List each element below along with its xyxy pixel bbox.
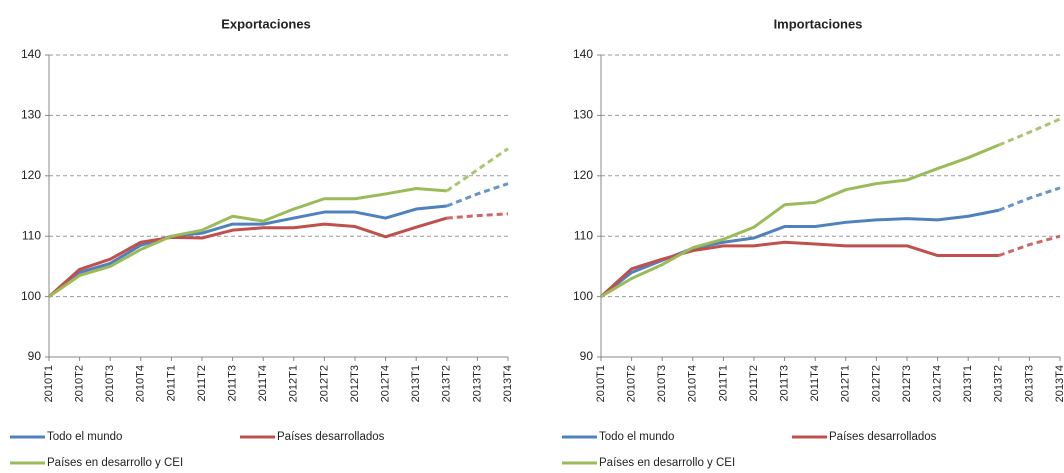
x-tick-label: 2011T2 (196, 365, 208, 402)
projection-line (998, 186, 1061, 212)
x-tick-label: 2013T1 (962, 365, 974, 402)
chart: Exportaciones 90 100 110 120 130 140 2010T1 2010… (10, 16, 514, 469)
legend-label: Todo el mundo (599, 431, 674, 443)
x-tick-label: 2011T1 (717, 365, 729, 402)
x-tick-label: 2013T2 (993, 365, 1005, 402)
y-tick-label: 120 (21, 168, 41, 182)
y-tick-label: 130 (21, 108, 41, 122)
y-tick-label: 140 (573, 47, 593, 61)
chart-title: Exportaciones (221, 16, 311, 31)
y-tick-label: 120 (573, 168, 593, 182)
series-line (48, 186, 447, 298)
x-tick-label: 2012T1 (288, 365, 300, 402)
series-line (48, 204, 447, 298)
y-tick-label: 90 (28, 349, 42, 363)
x-tick-label: 2012T3 (901, 365, 913, 402)
projection-line (998, 234, 1061, 257)
x-tick-label: 2010T1 (43, 365, 55, 402)
x-tick-label: 2013T3 (471, 365, 483, 402)
y-tick-label: 100 (21, 289, 41, 303)
x-tick-label: 2012T1 (840, 365, 852, 402)
series-line (599, 240, 999, 298)
y-tick-label: 100 (573, 289, 593, 303)
projection-line (446, 212, 509, 220)
projection-line (998, 117, 1061, 147)
x-tick-label: 2011T1 (165, 365, 177, 402)
legend-label: Países desarrollados (829, 431, 937, 443)
projection-line (445, 147, 509, 193)
y-tick-label: 140 (21, 47, 41, 61)
x-tick-label: 2012T2 (318, 365, 330, 402)
x-tick-label: 2011T3 (227, 365, 239, 402)
chart-title: Importaciones (774, 16, 863, 31)
y-tick-label: 90 (580, 349, 594, 363)
y-tick-label: 110 (574, 228, 593, 242)
x-tick-label: 2011T3 (779, 365, 791, 402)
y-tick-label: 110 (22, 228, 41, 242)
projection-line (446, 182, 509, 208)
x-tick-label: 2013T3 (1023, 365, 1035, 402)
x-tick-label: 2013T4 (502, 365, 514, 402)
x-tick-label: 2010T4 (135, 365, 147, 402)
x-tick-label: 2011T2 (748, 365, 760, 402)
x-tick-label: 2010T3 (104, 365, 116, 402)
x-tick-label: 2011T4 (809, 365, 821, 402)
legend-label: Todo el mundo (47, 431, 122, 443)
x-tick-label: 2012T3 (349, 365, 361, 402)
x-tick-label: 2010T1 (595, 365, 607, 402)
x-tick-label: 2012T4 (932, 365, 944, 402)
chart: Importaciones 90 100 110 120 130 140 2010T1 2010… (562, 16, 1064, 469)
series-line (48, 216, 448, 298)
legend-label: Países desarrollados (277, 431, 385, 443)
x-tick-label: 2011T4 (257, 365, 269, 402)
x-tick-label: 2010T2 (74, 365, 86, 402)
x-tick-label: 2013T2 (441, 365, 453, 402)
y-tick-label: 130 (573, 108, 593, 122)
series-line (600, 208, 1000, 298)
x-tick-label: 2010T2 (626, 365, 638, 402)
x-tick-label: 2013T4 (1054, 365, 1064, 402)
x-tick-label: 2013T1 (410, 365, 422, 402)
x-tick-label: 2010T3 (656, 365, 668, 402)
legend-label: Países en desarrollo y CEI (47, 457, 183, 469)
x-tick-label: 2010T4 (687, 365, 699, 402)
x-tick-label: 2012T4 (380, 365, 392, 402)
x-tick-label: 2012T2 (870, 365, 882, 402)
legend-label: Países en desarrollo y CEI (599, 457, 735, 469)
series-line (600, 143, 1000, 298)
